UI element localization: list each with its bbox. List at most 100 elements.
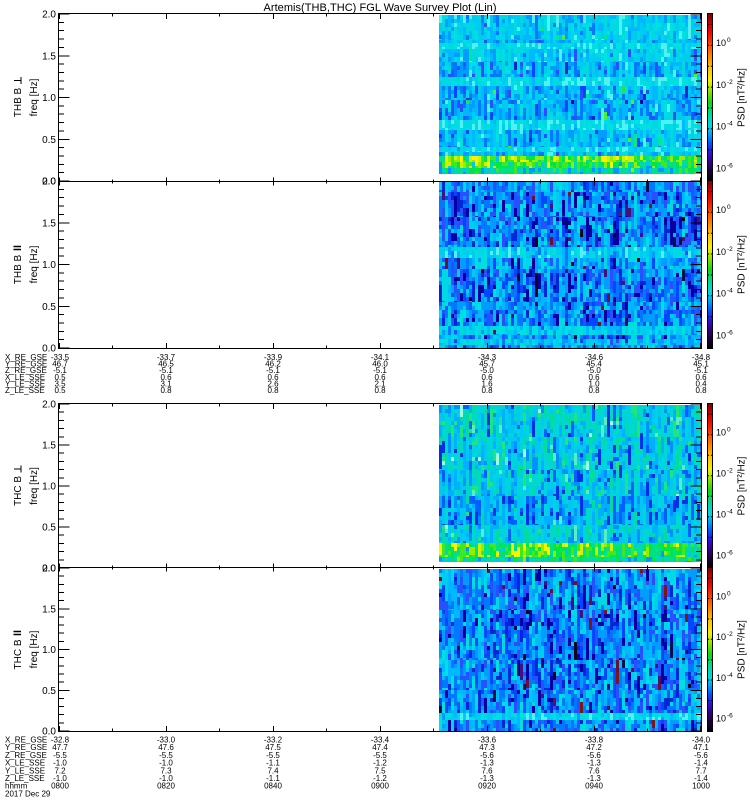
svg-text:-1.3: -1.3 bbox=[480, 759, 494, 768]
svg-text:0: 0 bbox=[727, 204, 731, 211]
svg-text:3.1: 3.1 bbox=[160, 379, 172, 388]
svg-text:-2: -2 bbox=[727, 631, 733, 638]
svg-text:0.5: 0.5 bbox=[54, 373, 66, 382]
svg-text:Y_RE_GSE: Y_RE_GSE bbox=[5, 743, 47, 752]
svg-text:-1.3: -1.3 bbox=[587, 774, 601, 783]
svg-text:THB B: THB B bbox=[13, 87, 24, 117]
svg-text:1.5: 1.5 bbox=[42, 51, 56, 62]
svg-text:46.0: 46.0 bbox=[372, 360, 388, 369]
svg-text:7.6: 7.6 bbox=[481, 766, 493, 775]
svg-text:10: 10 bbox=[716, 469, 726, 479]
svg-text:47.5: 47.5 bbox=[265, 743, 281, 752]
svg-text:-5.1: -5.1 bbox=[159, 366, 173, 375]
svg-text:7.3: 7.3 bbox=[160, 766, 172, 775]
svg-text:-33.6: -33.6 bbox=[478, 736, 497, 745]
svg-text:0.6: 0.6 bbox=[267, 373, 279, 382]
svg-text:PSD [nT²/Hz]: PSD [nT²/Hz] bbox=[737, 235, 748, 294]
svg-text:0: 0 bbox=[727, 427, 731, 434]
svg-text:45.1: 45.1 bbox=[693, 360, 709, 369]
svg-text:-1.3: -1.3 bbox=[587, 759, 601, 768]
svg-text:-32.8: -32.8 bbox=[51, 736, 70, 745]
svg-text:10: 10 bbox=[716, 80, 726, 90]
svg-text:10: 10 bbox=[716, 122, 726, 132]
svg-text:-1.1: -1.1 bbox=[266, 759, 280, 768]
svg-text:1.0: 1.0 bbox=[42, 645, 56, 656]
svg-text:10: 10 bbox=[716, 38, 726, 48]
svg-text:0.0: 0.0 bbox=[42, 344, 56, 355]
svg-text:X_LE_SSE: X_LE_SSE bbox=[5, 373, 45, 382]
svg-text:-5.1: -5.1 bbox=[53, 366, 67, 375]
svg-text:-5.5: -5.5 bbox=[266, 751, 280, 760]
svg-text:0.5: 0.5 bbox=[54, 386, 66, 395]
svg-text:-33.7: -33.7 bbox=[157, 353, 176, 362]
svg-text:-33.9: -33.9 bbox=[264, 353, 283, 362]
svg-text:-5.6: -5.6 bbox=[587, 751, 601, 760]
svg-text:1.0: 1.0 bbox=[588, 379, 600, 388]
svg-text:7.4: 7.4 bbox=[267, 766, 279, 775]
svg-text:0.6: 0.6 bbox=[588, 373, 600, 382]
svg-text:7.2: 7.2 bbox=[54, 766, 66, 775]
svg-text:-1.4: -1.4 bbox=[694, 774, 708, 783]
svg-text:0.0: 0.0 bbox=[42, 177, 56, 188]
svg-text:0940: 0940 bbox=[585, 782, 603, 791]
svg-text:10: 10 bbox=[716, 632, 726, 642]
svg-text:0.8: 0.8 bbox=[695, 386, 707, 395]
svg-text:47.2: 47.2 bbox=[586, 743, 602, 752]
svg-text:-34.6: -34.6 bbox=[585, 353, 604, 362]
svg-text:47.4: 47.4 bbox=[372, 743, 388, 752]
svg-text:0.0: 0.0 bbox=[42, 727, 56, 738]
svg-text:10: 10 bbox=[716, 289, 726, 299]
svg-text:10: 10 bbox=[716, 510, 726, 520]
svg-text:47.3: 47.3 bbox=[479, 743, 495, 752]
svg-text:-5.5: -5.5 bbox=[373, 751, 387, 760]
svg-text:-2: -2 bbox=[727, 468, 733, 475]
svg-text:1.0: 1.0 bbox=[42, 482, 56, 493]
svg-text:7.6: 7.6 bbox=[588, 766, 600, 775]
svg-text:freq [Hz]: freq [Hz] bbox=[29, 630, 40, 668]
svg-text:Y_RE_GSE: Y_RE_GSE bbox=[5, 360, 47, 369]
svg-text:45.7: 45.7 bbox=[479, 360, 495, 369]
svg-text:-4: -4 bbox=[727, 509, 733, 516]
svg-text:1000: 1000 bbox=[692, 782, 710, 791]
svg-text:PSD [nT²/Hz]: PSD [nT²/Hz] bbox=[737, 68, 748, 127]
svg-text:1.5: 1.5 bbox=[42, 218, 56, 229]
svg-text:0: 0 bbox=[727, 590, 731, 597]
svg-text:2.1: 2.1 bbox=[374, 379, 386, 388]
svg-text:PSD [nT²/Hz]: PSD [nT²/Hz] bbox=[737, 620, 748, 679]
svg-text:-4: -4 bbox=[727, 672, 733, 679]
svg-text:Y_LE_SSE: Y_LE_SSE bbox=[5, 766, 45, 775]
svg-text:-34.1: -34.1 bbox=[371, 353, 390, 362]
svg-text:0.5: 0.5 bbox=[42, 302, 56, 313]
svg-text:-5.1: -5.1 bbox=[373, 366, 387, 375]
svg-text:0.8: 0.8 bbox=[160, 386, 172, 395]
svg-text:-5.6: -5.6 bbox=[480, 751, 494, 760]
svg-text:10: 10 bbox=[716, 428, 726, 438]
svg-text:45.4: 45.4 bbox=[586, 360, 602, 369]
svg-text:0.5: 0.5 bbox=[42, 686, 56, 697]
svg-text:-5.6: -5.6 bbox=[694, 751, 708, 760]
svg-text:0.0: 0.0 bbox=[42, 564, 56, 575]
svg-text:2.0: 2.0 bbox=[42, 400, 56, 411]
svg-text:0800: 0800 bbox=[51, 782, 69, 791]
svg-text:47.6: 47.6 bbox=[158, 743, 174, 752]
svg-text:-1.3: -1.3 bbox=[480, 774, 494, 783]
svg-text:hhmm: hhmm bbox=[5, 782, 28, 791]
svg-text:-5.1: -5.1 bbox=[694, 366, 708, 375]
svg-text:10: 10 bbox=[716, 205, 726, 215]
svg-text:-4: -4 bbox=[727, 288, 733, 295]
svg-text:7.5: 7.5 bbox=[374, 766, 386, 775]
svg-text:0.6: 0.6 bbox=[160, 373, 172, 382]
svg-text:X_RE_GSE: X_RE_GSE bbox=[5, 353, 47, 362]
svg-text:10: 10 bbox=[716, 163, 726, 173]
svg-text:-34.8: -34.8 bbox=[692, 353, 711, 362]
svg-text:-1.0: -1.0 bbox=[53, 759, 67, 768]
svg-text:Z_RE_GSE: Z_RE_GSE bbox=[5, 366, 47, 375]
svg-text:-1.4: -1.4 bbox=[694, 759, 708, 768]
svg-text:THC B: THC B bbox=[13, 476, 24, 506]
svg-text:1.5: 1.5 bbox=[42, 604, 56, 615]
svg-text:0.5: 0.5 bbox=[42, 135, 56, 146]
svg-text:-1.0: -1.0 bbox=[159, 774, 173, 783]
svg-text:0.6: 0.6 bbox=[695, 373, 707, 382]
svg-text:1.5: 1.5 bbox=[42, 441, 56, 452]
svg-text:-5.0: -5.0 bbox=[480, 366, 494, 375]
